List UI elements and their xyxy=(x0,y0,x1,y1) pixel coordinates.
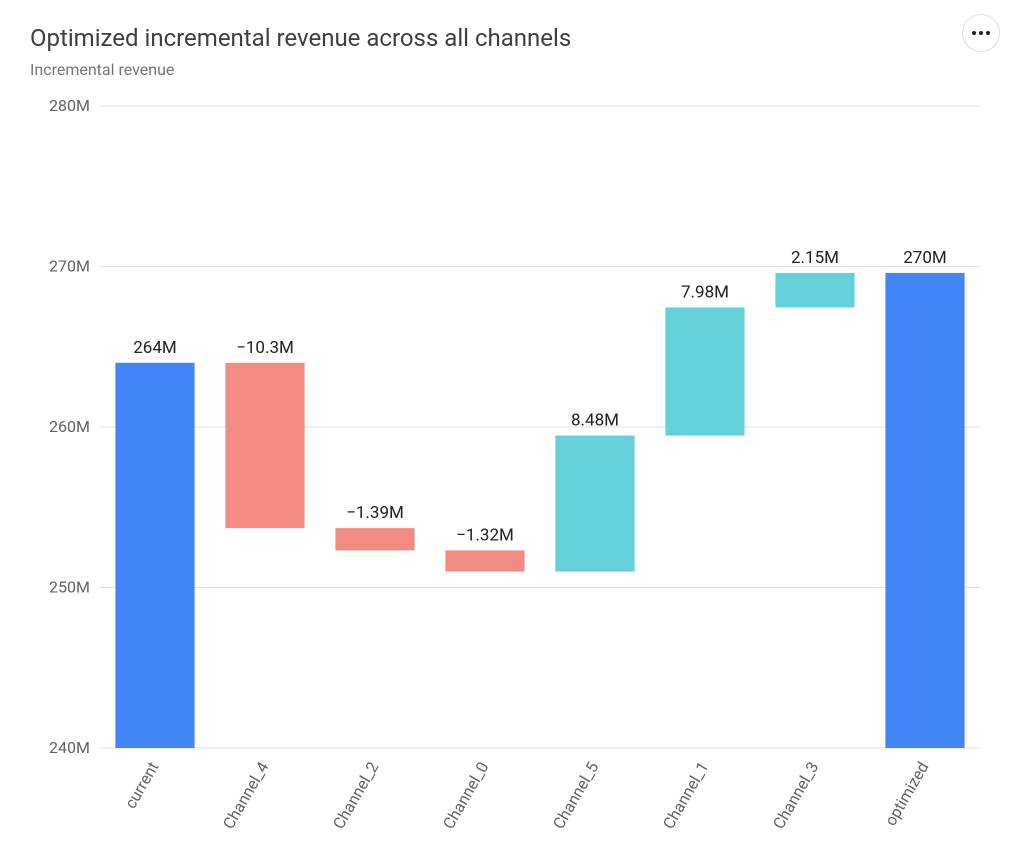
x-axis-tick-label: Channel_3 xyxy=(769,759,823,833)
x-axis-tick-label: Channel_2 xyxy=(329,758,383,832)
bar-value-label: −10.3M xyxy=(236,338,294,358)
x-axis-tick-label: optimized xyxy=(881,759,933,830)
more-options-icon xyxy=(972,31,976,35)
waterfall-bar[interactable] xyxy=(665,307,744,435)
more-options-icon xyxy=(986,31,990,35)
bar-value-label: 270M xyxy=(903,248,947,268)
x-axis-tick-label: Channel_0 xyxy=(439,758,493,832)
x-axis-tick-label: Channel_5 xyxy=(549,758,603,832)
waterfall-bar[interactable] xyxy=(225,363,304,528)
waterfall-bar[interactable] xyxy=(555,436,634,572)
waterfall-bar[interactable] xyxy=(885,273,964,748)
x-axis-tick-label: current xyxy=(121,759,163,812)
x-axis-tick-label: Channel_1 xyxy=(659,759,713,833)
y-axis-tick-label: 280M xyxy=(49,96,90,115)
waterfall-bar[interactable] xyxy=(115,363,194,748)
bar-value-label: 2.15M xyxy=(791,248,839,268)
chart-card: Optimized incremental revenue across all… xyxy=(0,0,1024,865)
waterfall-bar[interactable] xyxy=(335,528,414,550)
more-options-icon xyxy=(979,31,983,35)
y-axis-tick-label: 270M xyxy=(49,257,90,276)
y-axis-tick-label: 260M xyxy=(49,417,90,436)
chart-subtitle: Incremental revenue xyxy=(30,60,994,79)
bar-value-label: −1.32M xyxy=(456,525,514,545)
bar-value-label: 264M xyxy=(133,338,177,358)
waterfall-bar[interactable] xyxy=(445,550,524,571)
more-options-button[interactable] xyxy=(962,14,1000,52)
bar-value-label: 7.98M xyxy=(681,282,729,302)
y-axis-tick-label: 240M xyxy=(49,738,90,757)
x-axis-tick-label: Channel_4 xyxy=(219,758,273,832)
chart-plot-area: 240M 250M 260M 270M 280M 264M current −10.3M Cha… xyxy=(30,96,994,845)
waterfall-chart-svg: 240M 250M 260M 270M 280M 264M current −10.3M Cha… xyxy=(30,96,994,845)
y-axis-tick-label: 250M xyxy=(49,578,90,597)
waterfall-bar[interactable] xyxy=(775,273,854,308)
bar-value-label: −1.39M xyxy=(346,503,404,523)
bar-value-label: 8.48M xyxy=(571,411,619,431)
chart-title: Optimized incremental revenue across all… xyxy=(30,24,994,52)
